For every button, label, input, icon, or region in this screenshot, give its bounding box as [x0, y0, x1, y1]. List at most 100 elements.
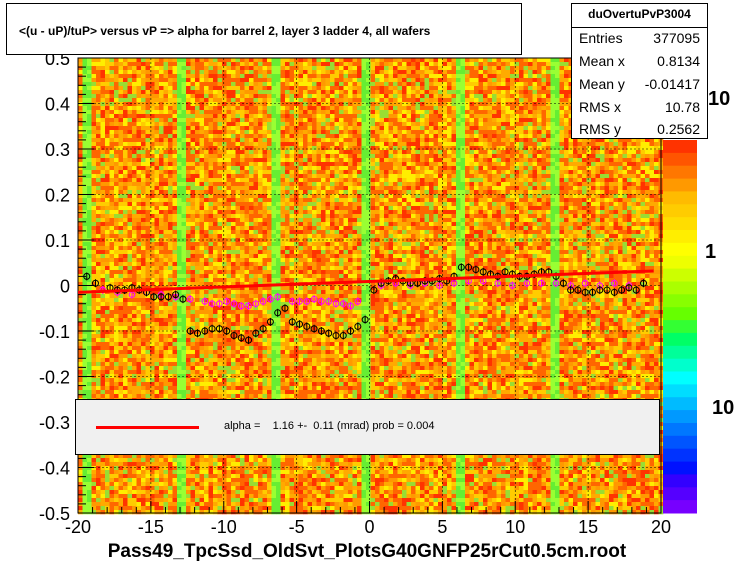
heatmap-cell	[141, 226, 146, 231]
heatmap-cell	[208, 498, 214, 503]
heatmap-cell	[141, 174, 146, 179]
heatmap-cell	[87, 138, 92, 143]
heatmap-cell	[123, 454, 128, 459]
heatmap-cell	[163, 394, 169, 399]
heatmap-cell	[208, 470, 214, 475]
heatmap-cell	[109, 314, 115, 319]
heatmap-cell	[96, 150, 101, 155]
heatmap-cell	[240, 62, 245, 67]
heatmap-cell	[199, 126, 205, 131]
heatmap-cell	[105, 374, 110, 379]
heatmap-cell	[204, 270, 209, 275]
heatmap-cell	[177, 210, 182, 215]
heatmap-cell	[240, 118, 245, 123]
heatmap-cell	[118, 306, 124, 311]
heatmap-cell	[240, 198, 245, 203]
heatmap-cell	[132, 318, 137, 323]
heatmap-cell	[132, 62, 137, 67]
heatmap-cell	[181, 166, 187, 171]
heatmap-cell	[208, 314, 214, 319]
heatmap-cell	[213, 350, 218, 355]
heatmap-cell	[150, 382, 155, 387]
heatmap-cell	[163, 338, 169, 343]
heatmap-cell	[127, 330, 133, 335]
heatmap-cell	[123, 158, 128, 163]
heatmap-cell	[132, 342, 137, 347]
heatmap-cell	[244, 246, 250, 251]
heatmap-cell	[96, 362, 101, 367]
heatmap-cell	[150, 190, 155, 195]
heatmap-cell	[186, 370, 191, 375]
heatmap-cell	[105, 62, 110, 67]
heatmap-cell	[168, 74, 173, 79]
heatmap-cell	[132, 474, 137, 479]
heatmap-cell	[145, 270, 151, 275]
heatmap-cell	[168, 338, 173, 343]
heatmap-cell	[141, 370, 146, 375]
heatmap-cell	[186, 282, 191, 287]
heatmap-cell	[253, 242, 259, 247]
heatmap-cell	[159, 510, 164, 515]
heatmap-cell	[190, 138, 196, 143]
heatmap-cell	[96, 138, 101, 143]
heatmap-cell	[82, 190, 88, 195]
heatmap-cell	[181, 230, 187, 235]
heatmap-cell	[150, 334, 155, 339]
heatmap-cell	[150, 138, 155, 143]
heatmap-cell	[186, 254, 191, 259]
heatmap-cell	[267, 194, 272, 199]
heatmap-cell	[100, 206, 106, 211]
heatmap-cell	[163, 234, 169, 239]
heatmap-cell	[231, 230, 236, 235]
heatmap-cell	[123, 510, 128, 515]
heatmap-cell	[78, 486, 83, 491]
heatmap-cell	[105, 122, 110, 127]
heatmap-cell	[78, 218, 83, 223]
heatmap-cell	[105, 114, 110, 119]
heatmap-cell	[222, 262, 227, 267]
heatmap-cell	[190, 462, 196, 467]
heatmap-cell	[150, 318, 155, 323]
heatmap-cell	[100, 202, 106, 207]
heatmap-cell	[213, 278, 218, 283]
heatmap-cell	[100, 62, 106, 67]
heatmap-cell	[195, 510, 200, 515]
heatmap-cell	[258, 214, 263, 219]
heatmap-cell	[222, 386, 227, 391]
heatmap-cell	[145, 374, 151, 379]
heatmap-cell	[204, 342, 209, 347]
heatmap-cell	[253, 166, 259, 171]
heatmap-cell	[109, 158, 115, 163]
heatmap-cell	[213, 382, 218, 387]
heatmap-cell	[195, 366, 200, 371]
heatmap-cell	[145, 298, 151, 303]
heatmap-cell	[271, 202, 277, 207]
heatmap-cell	[258, 238, 263, 243]
heatmap-cell	[172, 94, 178, 99]
heatmap-cell	[127, 150, 133, 155]
heatmap-cell	[181, 206, 187, 211]
heatmap-cell	[105, 390, 110, 395]
heatmap-cell	[222, 182, 227, 187]
heatmap-cell	[100, 466, 106, 471]
heatmap-cell	[159, 246, 164, 251]
heatmap-cell	[253, 194, 259, 199]
heatmap-cell	[96, 78, 101, 83]
heatmap-cell	[109, 150, 115, 155]
heatmap-cell	[109, 338, 115, 343]
heatmap-cell	[190, 158, 196, 163]
heatmap-cell	[100, 210, 106, 215]
heatmap-cell	[267, 90, 272, 95]
heatmap-cell	[262, 246, 268, 251]
heatmap-cell	[78, 66, 83, 71]
heatmap-cell	[267, 338, 272, 343]
heatmap-cell	[217, 370, 223, 375]
heatmap-cell	[244, 150, 250, 155]
heatmap-cell	[127, 506, 133, 511]
heatmap-cell	[150, 114, 155, 119]
heatmap-cell	[145, 174, 151, 179]
heatmap-cell	[244, 370, 250, 375]
heatmap-cell	[114, 358, 119, 363]
heatmap-cell	[213, 98, 218, 103]
heatmap-cell	[172, 270, 178, 275]
